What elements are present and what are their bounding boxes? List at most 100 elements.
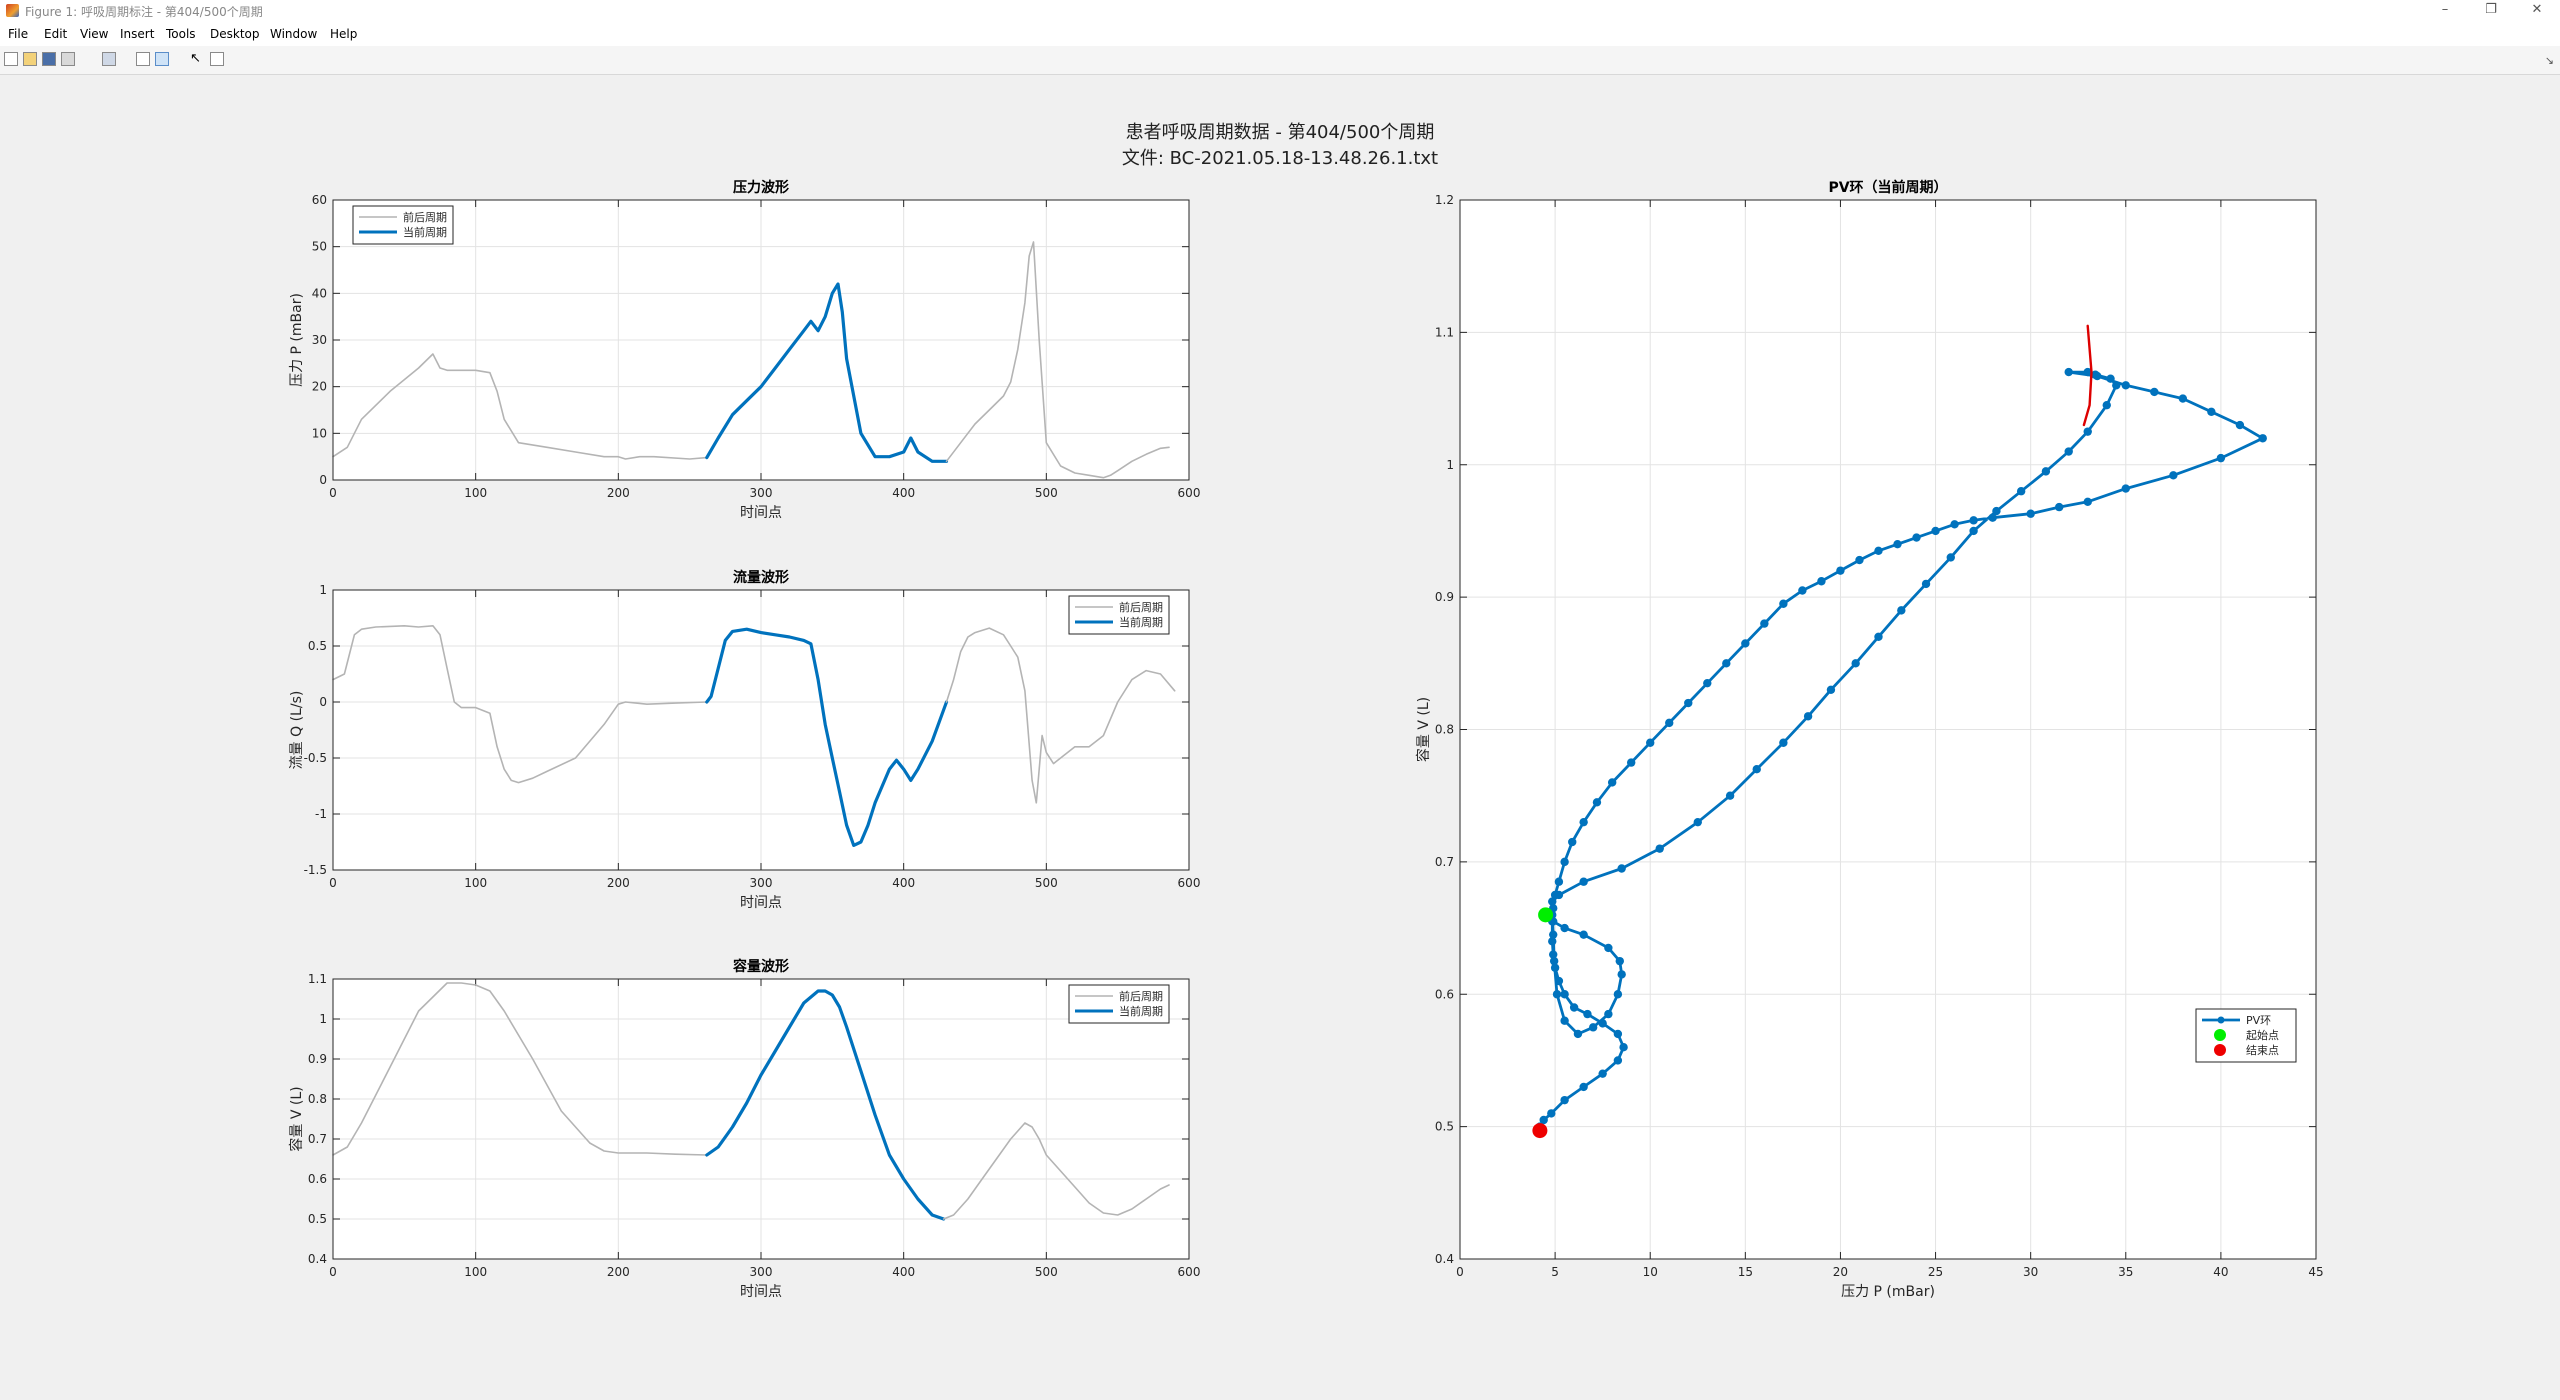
pressure-ytick-label: 40 xyxy=(312,286,327,300)
open-file-icon[interactable] xyxy=(23,52,37,66)
undock-arrow-icon[interactable]: ↘ xyxy=(2544,54,2554,67)
pv-loop-pv-point xyxy=(1897,606,1906,615)
pv-loop-pv-point xyxy=(1741,639,1750,648)
pv-loop-xtick-label: 25 xyxy=(1928,1265,1943,1279)
pv-loop-pv-point xyxy=(1598,1069,1607,1078)
tile-icon[interactable] xyxy=(155,52,169,66)
flow-series-current-1 xyxy=(705,627,949,848)
pv-loop-pv-point xyxy=(1836,566,1845,575)
print-preview-icon[interactable] xyxy=(102,52,116,66)
pv-loop-pv-point xyxy=(1893,539,1902,549)
pv-loop-pv-point xyxy=(1549,950,1558,959)
pv-loop-ytick-label: 0.5 xyxy=(1435,1120,1454,1134)
pv-loop-xtick-label: 45 xyxy=(2308,1265,2323,1279)
minimize-button[interactable]: – xyxy=(2441,2,2449,17)
volume-series-context-2 xyxy=(942,1122,1170,1220)
volume-ytick-label: 0.6 xyxy=(308,1172,327,1186)
volume-axes: 0 100 200 300 400 500 600 0.4 0.5 0.6 0.7 0.8 0.9 1 1.… xyxy=(288,958,1200,1300)
pv-loop-pv-point xyxy=(1992,506,2001,516)
pointer-icon[interactable]: ↖ xyxy=(190,51,201,66)
menu-view[interactable]: View xyxy=(80,27,109,41)
pv-loop-pv-point xyxy=(1826,685,1836,694)
flow-xtick-label: 100 xyxy=(464,876,487,890)
menu-edit[interactable]: Edit xyxy=(44,27,68,41)
pv-loop-pv-point xyxy=(1615,956,1624,966)
volume-xtick-label: 400 xyxy=(892,1265,915,1279)
flow-axes-box xyxy=(332,589,1190,871)
pv-loop-xtick-label: 35 xyxy=(2118,1265,2133,1279)
volume-xtick-label: 0 xyxy=(329,1265,337,1279)
menu-file[interactable]: File xyxy=(8,27,29,41)
pv-loop-pv-point xyxy=(1950,520,1959,529)
pv-loop-pv-point xyxy=(1568,837,1577,847)
pv-loop-ytick-label: 0.7 xyxy=(1435,855,1454,869)
dock-icon[interactable] xyxy=(136,52,150,66)
pv-loop-xtick-label: 0 xyxy=(1456,1265,1464,1279)
pressure-xtick-label: 400 xyxy=(892,486,915,500)
pv-loop-pv-point xyxy=(1684,698,1693,708)
pv-loop-axes: 0 5 10 15 20 25 30 35 40 45 0.4 0.5 0.6 0.7 0.8 0.9 1 1.1… xyxy=(1415,179,2324,1300)
volume-legend-label: 前后周期 xyxy=(1119,989,1163,1003)
volume-series-context-0 xyxy=(332,982,708,1156)
pv-loop-ytick-label: 0.4 xyxy=(1435,1252,1454,1266)
pv-loop-pv-point xyxy=(1946,553,1955,562)
new-figure-icon[interactable] xyxy=(4,52,18,66)
flow-series-context-2 xyxy=(945,627,1176,804)
pv-loop-pv-point xyxy=(2016,487,2026,496)
flow-axes: 0 100 200 300 400 500 600 -1.5 -1 -0.5 0 0.5 1 流量波形时间… xyxy=(289,569,1200,911)
menu-desktop[interactable]: Desktop xyxy=(210,27,260,41)
pv-loop-pv-point xyxy=(1598,1019,1607,1028)
pv-loop-pv-point xyxy=(1874,632,1883,642)
flow-xtick-label: 0 xyxy=(329,876,337,890)
volume-xtick-label: 300 xyxy=(750,1265,773,1279)
pv-loop-pv-point xyxy=(1548,937,1557,946)
pv-loop-xtick-label: 5 xyxy=(1551,1265,1559,1279)
pv-loop-pv-point xyxy=(1579,930,1588,939)
save-icon[interactable] xyxy=(42,52,56,66)
restore-button[interactable]: ❐ xyxy=(2485,2,2497,17)
pv-loop-pv-point xyxy=(1554,976,1564,986)
volume-xtick-label: 100 xyxy=(464,1265,487,1279)
pv-loop-pv-point xyxy=(1554,877,1564,886)
volume-xtick-label: 500 xyxy=(1035,1265,1058,1279)
pressure-ytick-label: 60 xyxy=(312,193,327,207)
volume-legend-label: 当前周期 xyxy=(1119,1004,1163,1018)
pv-loop-pv-point xyxy=(2026,509,2035,518)
volume-title: 容量波形 xyxy=(732,958,789,975)
flow-ytick-label: 1 xyxy=(319,583,327,597)
pv-loop-pv-point xyxy=(2093,371,2102,381)
pv-loop-pv-point xyxy=(1552,990,1562,999)
flow-legend-label: 当前周期 xyxy=(1119,615,1163,629)
pv-loop-pv-point xyxy=(1592,798,1602,807)
pv-loop-pv-point xyxy=(2083,497,2092,507)
pv-loop-pv-point xyxy=(1851,659,1860,668)
close-button[interactable]: ✕ xyxy=(2531,2,2543,17)
pressure-legend-label: 前后周期 xyxy=(403,210,447,224)
pv-loop-xtick-label: 20 xyxy=(1833,1265,1848,1279)
menu-insert[interactable]: Insert xyxy=(120,27,155,41)
pv-loop-pv-point xyxy=(1549,956,1559,966)
menu-help[interactable]: Help xyxy=(330,27,358,41)
menu-window[interactable]: Window xyxy=(270,27,318,41)
pv-loop-pv-point xyxy=(2169,471,2178,480)
pressure-xtick-label: 500 xyxy=(1035,486,1058,500)
pressure-series-context-0 xyxy=(332,353,708,460)
pv-loop-pv-point xyxy=(1803,712,1813,721)
volume-ytick-label: 0.4 xyxy=(308,1252,327,1266)
pv-loop-pv-point xyxy=(2150,387,2159,397)
pv-loop-pv-point xyxy=(1560,990,1569,999)
print-icon[interactable] xyxy=(61,52,75,66)
pv-loop-pv-point xyxy=(1560,1095,1569,1105)
volume-xlabel: 时间点 xyxy=(740,1284,782,1300)
flow-ytick-label: 0.5 xyxy=(308,639,327,653)
menu-tools[interactable]: Tools xyxy=(166,27,196,41)
pressure-ytick-label: 20 xyxy=(312,380,327,394)
pv-loop-pv-point xyxy=(1569,1003,1579,1012)
property-editor-icon[interactable] xyxy=(210,52,224,66)
pressure-xtick-label: 600 xyxy=(1178,486,1201,500)
figure-toolbar: ↖ ↘ xyxy=(0,46,2560,75)
pv-loop-pv-point xyxy=(1579,1082,1588,1092)
figure-canvas: 患者呼吸周期数据 - 第404/500个周期 文件: BC-2021.05.18… xyxy=(288,122,2324,1300)
volume-axes-box xyxy=(332,978,1190,1260)
